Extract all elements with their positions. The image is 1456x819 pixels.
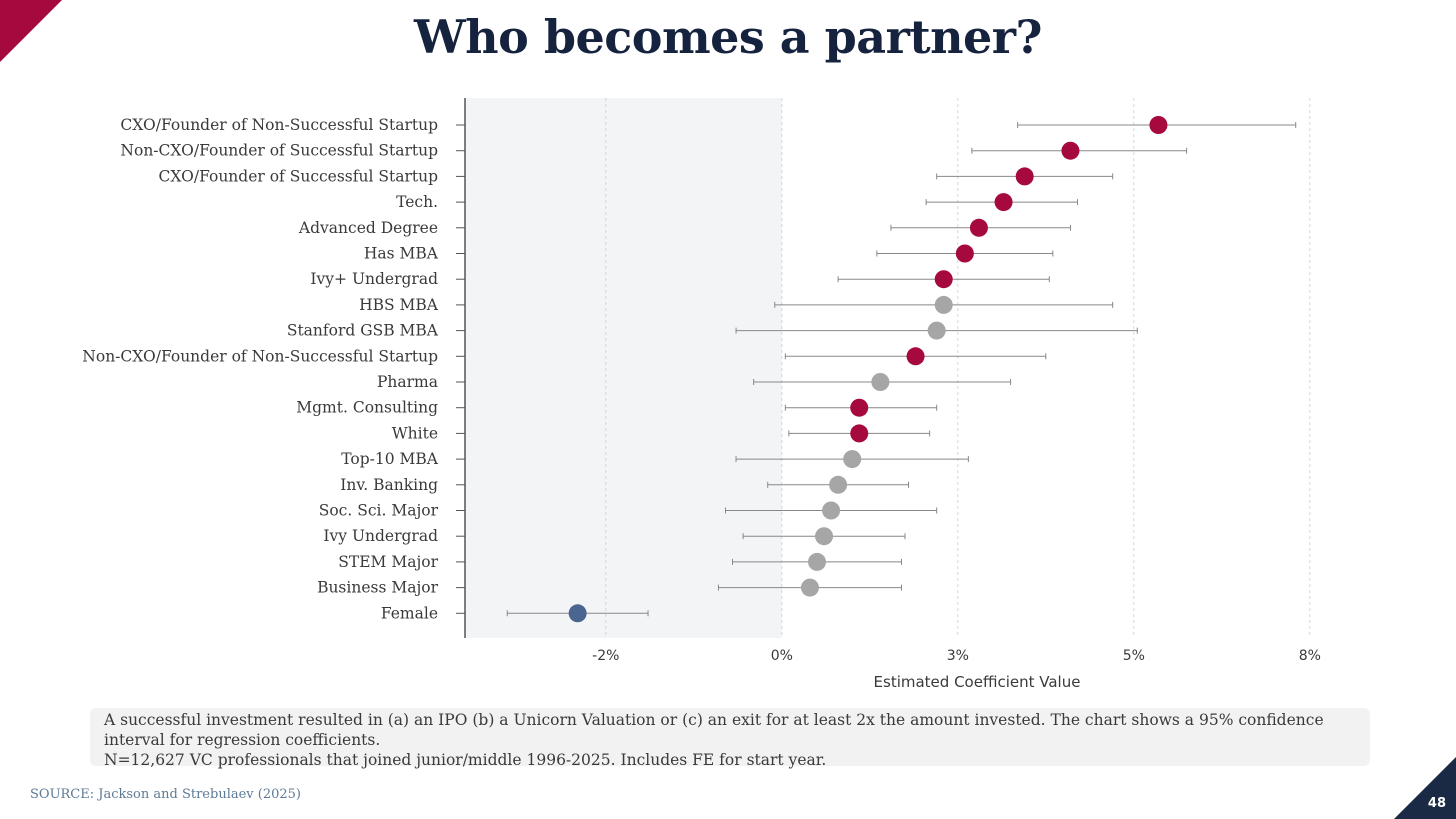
coefficient-point bbox=[822, 501, 841, 520]
y-tick-label: Has MBA bbox=[364, 245, 439, 263]
page-number: 48 bbox=[1427, 796, 1446, 811]
coefficient-point bbox=[850, 398, 869, 417]
y-tick-label: Pharma bbox=[377, 373, 438, 391]
y-tick-label: CXO/Founder of Successful Startup bbox=[159, 167, 439, 185]
y-tick-label: Non-CXO/Founder of Non-Successful Startu… bbox=[82, 347, 438, 365]
coefficient-point bbox=[934, 295, 953, 314]
y-tick-label: Non-CXO/Founder of Successful Startup bbox=[120, 142, 438, 160]
coefficient-point bbox=[815, 527, 834, 546]
coefficient-point bbox=[808, 552, 826, 571]
y-tick-label: Business Major bbox=[317, 579, 439, 597]
page-title: Who becomes a partner? bbox=[414, 10, 1042, 64]
negative-region-shade bbox=[465, 98, 782, 638]
coefficient-point bbox=[843, 450, 862, 469]
y-tick-label: Tech. bbox=[396, 193, 438, 211]
coefficient-point bbox=[800, 578, 819, 597]
coefficient-point bbox=[994, 193, 1013, 212]
y-tick-label: Female bbox=[381, 604, 438, 622]
chart-note: A successful investment resulted in (a) … bbox=[90, 708, 1370, 769]
x-tick-label: 5% bbox=[1123, 648, 1145, 664]
note-line-1: A successful investment resulted in (a) … bbox=[104, 711, 1324, 749]
coefficient-chart: -2% 0% 3% 5% 8% Estimated Coefficient Value CX… bbox=[82, 98, 1321, 691]
coefficient-point bbox=[934, 270, 953, 289]
x-tick-label: -2% bbox=[592, 648, 619, 664]
y-tick-label: Soc. Sci. Major bbox=[319, 502, 439, 520]
coefficient-point bbox=[829, 475, 848, 494]
y-tick-label: HBS MBA bbox=[359, 296, 439, 314]
coefficient-point bbox=[955, 244, 974, 263]
y-tick-label: Mgmt. Consulting bbox=[296, 399, 438, 417]
coefficient-point bbox=[927, 321, 946, 340]
y-tick-label: CXO/Founder of Non-Successful Startup bbox=[120, 116, 438, 134]
x-tick-label: 0% bbox=[771, 648, 793, 664]
corner-accent-top-left bbox=[0, 0, 62, 62]
coefficient-point bbox=[871, 373, 890, 391]
note-line-2: N=12,627 VC professionals that joined ju… bbox=[104, 751, 827, 769]
y-tick-label: STEM Major bbox=[338, 553, 438, 571]
coefficient-point bbox=[969, 218, 988, 237]
coefficient-point bbox=[1015, 167, 1034, 186]
y-tick-label: White bbox=[392, 424, 438, 442]
coefficient-point bbox=[850, 424, 869, 443]
coefficient-point bbox=[1061, 141, 1080, 160]
y-tick-label: Top-10 MBA bbox=[341, 450, 439, 468]
y-tick-label: Ivy Undergrad bbox=[323, 527, 438, 545]
corner-accent-bottom-right bbox=[1394, 757, 1456, 819]
y-tick-label: Inv. Banking bbox=[340, 476, 438, 494]
y-tick-label: Advanced Degree bbox=[298, 219, 438, 237]
coefficient-point bbox=[1149, 116, 1168, 134]
x-tick-label: 8% bbox=[1299, 648, 1321, 664]
x-axis-label: Estimated Coefficient Value bbox=[874, 673, 1081, 691]
coefficient-point bbox=[568, 604, 587, 623]
y-tick-label: Stanford GSB MBA bbox=[287, 322, 439, 340]
coefficient-point bbox=[906, 347, 925, 366]
source-citation: SOURCE: Jackson and Strebulaev (2025) bbox=[30, 787, 301, 802]
y-tick-label: Ivy+ Undergrad bbox=[310, 270, 438, 288]
x-tick-label: 3% bbox=[947, 648, 969, 664]
